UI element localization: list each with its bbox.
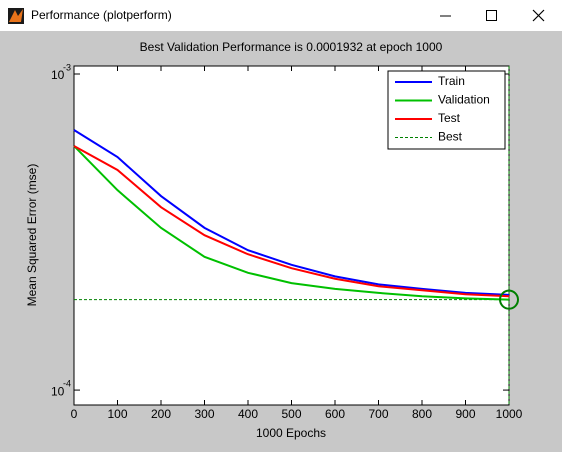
x-tick-label: 800 (412, 407, 432, 421)
y-axis-label: Mean Squared Error (mse) (25, 164, 39, 307)
best-marker (499, 289, 519, 310)
y-tick-label: 10 (51, 68, 65, 82)
series-line (73, 129, 510, 296)
x-tick-label: 200 (151, 407, 171, 421)
app-icon (8, 8, 24, 24)
x-tick-label: 900 (455, 407, 475, 421)
x-tick-label: 700 (368, 407, 388, 421)
x-tick-label: 1000 (496, 407, 523, 421)
legend-label: Validation (438, 93, 490, 107)
title-bar (0, 0, 562, 31)
window-title: Performance (plotperform) (31, 8, 172, 22)
y-tick-exponent: -3 (63, 62, 71, 72)
x-tick-label: 0 (71, 407, 78, 421)
x-axis-label: 1000 Epochs (256, 426, 326, 440)
legend-box (387, 70, 506, 150)
x-tick-label: 100 (107, 407, 127, 421)
y-tick-exponent: -4 (63, 378, 71, 388)
legend-label: Train (438, 74, 465, 88)
x-tick-label: 600 (325, 407, 345, 421)
y-tick-label: 10 (51, 384, 65, 398)
legend-label: Best (438, 130, 463, 144)
chart-title: Best Validation Performance is 0.0001932… (140, 40, 443, 54)
close-button[interactable] (532, 9, 545, 22)
x-tick-label: 300 (194, 407, 214, 421)
series-line (73, 145, 510, 298)
x-tick-label: 500 (281, 407, 301, 421)
series-line (73, 145, 510, 301)
legend-label: Test (438, 111, 461, 125)
x-tick-label: 400 (238, 407, 258, 421)
maximize-button[interactable] (486, 10, 497, 21)
